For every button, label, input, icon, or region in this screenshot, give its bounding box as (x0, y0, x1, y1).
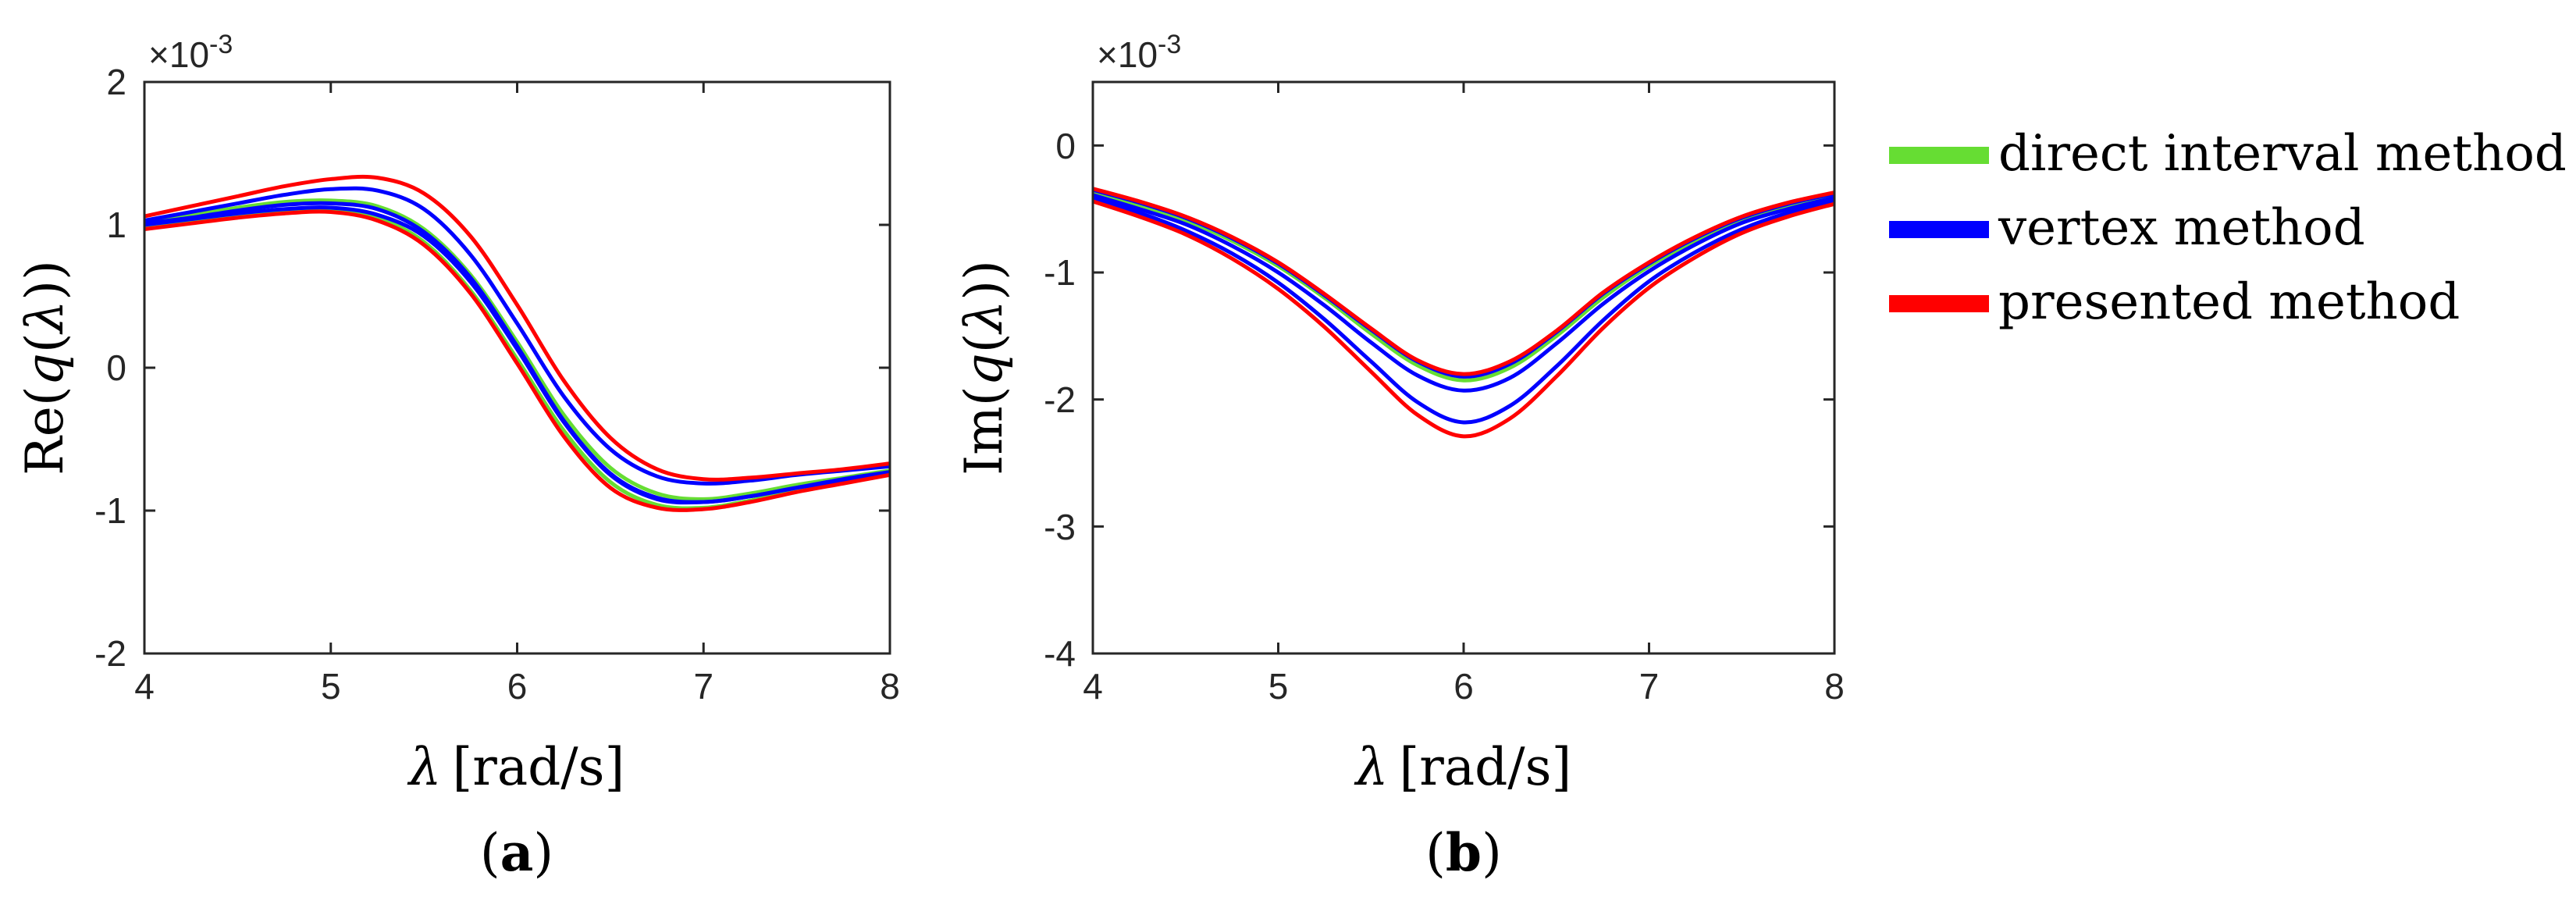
panel-b-label-open: ( (1425, 823, 1446, 883)
panel-b-xtick-label: 4 (1083, 666, 1103, 707)
panel-a-ytick-label: 0 (106, 347, 126, 388)
panel-b-ytick-label: -2 (1044, 379, 1076, 420)
panel-a-ytick-label: -1 (94, 490, 126, 531)
panel-a-series-line-direct-interval-method-1 (144, 206, 891, 511)
panel-b-series-line-vertex-method-3 (1092, 197, 1835, 425)
panel-b-ytick-label: -4 (1044, 633, 1076, 674)
panel-a-axes-box (143, 80, 891, 655)
panel-a-xtick-label: 6 (507, 666, 528, 707)
panel-b-ylabel-open: ( (954, 333, 1014, 353)
panel-b-series-line-presented-method-4 (1092, 187, 1835, 376)
panel-b-xlabel-symbol: λ (1354, 737, 1389, 797)
panel-b-xtick-label: 6 (1453, 666, 1474, 707)
panel-a-series-line-direct-interval-method-0 (144, 198, 891, 501)
panel-b-xlabel: λ [rad/s] (1354, 737, 1572, 797)
panel-a-curves (144, 174, 891, 512)
panel-b-ytick-label: -1 (1044, 252, 1076, 293)
panel-a-series-line-vertex-method-2 (144, 186, 891, 486)
panel-a-xtick-label: 7 (693, 666, 713, 707)
panel-a-xlabel-symbol: λ (407, 737, 442, 797)
panel-a-exponent: ×10-3 (148, 30, 233, 75)
legend-swatch (1889, 221, 1989, 238)
panel-a-ylabel-q: q (15, 353, 75, 386)
panel-a-label: (a) (480, 822, 553, 883)
panel-b-ticks (1091, 82, 1836, 655)
panel-a-label-open: ( (480, 823, 500, 883)
panel-a-xtick-label: 5 (321, 666, 341, 707)
legend-item-direct-interval: direct interval method (1889, 125, 2567, 183)
panel-a-xlabel: λ [rad/s] (407, 737, 625, 797)
panel-a-label-close: ) (533, 823, 553, 883)
panel-b-curves (1092, 187, 1835, 439)
panel-b-ylabel-q: q (954, 353, 1014, 386)
panel-b-ytick-label: -3 (1044, 507, 1076, 547)
legend: direct interval method vertex method pre… (1889, 125, 2567, 331)
panel-b-xtick-label: 8 (1824, 666, 1845, 707)
panel-b-series-line-vertex-method-2 (1092, 193, 1835, 393)
panel-a-xtick-label: 8 (880, 666, 900, 707)
panel-b-ylabel-symbol: λ (954, 301, 1014, 336)
panel-b-exponent: ×10-3 (1097, 30, 1181, 75)
legend-label: vertex method (1998, 199, 2365, 257)
panel-a-ylabel-open: ( (15, 333, 75, 353)
legend-label: direct interval method (1998, 125, 2567, 183)
panel-a-series-line-presented-method-5 (144, 174, 891, 482)
panel-b-axes-box (1091, 80, 1836, 655)
panel-b-ylabel: Im(q(λ)) (954, 260, 1014, 475)
panel-b-xtick-label: 7 (1639, 666, 1660, 707)
panel-b-series-line-presented-method-5 (1092, 199, 1835, 439)
legend-swatch (1889, 295, 1989, 312)
panel-a: 4 5 6 7 8 -2 -1 0 1 2 ×10-3 Re(q(λ)) λ [r… (15, 30, 900, 883)
panel-b-ylabel-prefix: Im( (954, 386, 1014, 475)
panel-a-exponent-base: ×10 (148, 34, 209, 75)
panel-a-ytick-label: 1 (106, 205, 126, 245)
panel-a-series-line-vertex-method-4 (144, 205, 891, 505)
panel-b-ylabel-close: )) (954, 260, 1014, 301)
panel-a-ylabel-symbol: λ (15, 301, 75, 336)
panel-b-ytick-label: 0 (1055, 126, 1076, 166)
panel-b-xlabel-unit: [rad/s] (1400, 737, 1572, 797)
panel-b-label: (b) (1425, 822, 1502, 883)
panel-b: 4 5 6 7 8 -4 -3 -2 -1 0 ×10-3 Im(q(λ)) λ… (954, 30, 1845, 883)
panel-a-ylabel-prefix: Re( (15, 386, 75, 475)
panel-b-xtick-label: 5 (1268, 666, 1289, 707)
panel-b-series-line-direct-interval-method-0 (1092, 191, 1835, 383)
panel-a-xlabel-unit: [rad/s] (453, 737, 625, 797)
panel-b-label-letter: b (1446, 822, 1482, 883)
legend-item-presented: presented method (1889, 273, 2460, 331)
panel-b-series-line-vertex-method-1 (1092, 187, 1835, 379)
panel-a-series-line-presented-method-6 (144, 209, 891, 512)
panel-a-ticks (143, 80, 891, 655)
legend-label: presented method (1998, 273, 2460, 331)
panel-a-xtick-label: 4 (134, 666, 155, 707)
panel-a-exponent-power: -3 (209, 30, 233, 59)
panel-b-label-close: ) (1482, 823, 1502, 883)
legend-item-vertex: vertex method (1889, 199, 2365, 257)
panel-a-ytick-label: -2 (94, 633, 126, 674)
legend-swatch (1889, 147, 1989, 164)
panel-a-ylabel: Re(q(λ)) (15, 260, 75, 475)
panel-a-label-letter: a (500, 822, 534, 883)
panel-b-exponent-base: ×10 (1097, 34, 1158, 75)
panel-a-ylabel-close: )) (15, 260, 75, 301)
panel-a-ytick-label: 2 (106, 62, 126, 102)
panel-b-exponent-power: -3 (1158, 30, 1181, 59)
